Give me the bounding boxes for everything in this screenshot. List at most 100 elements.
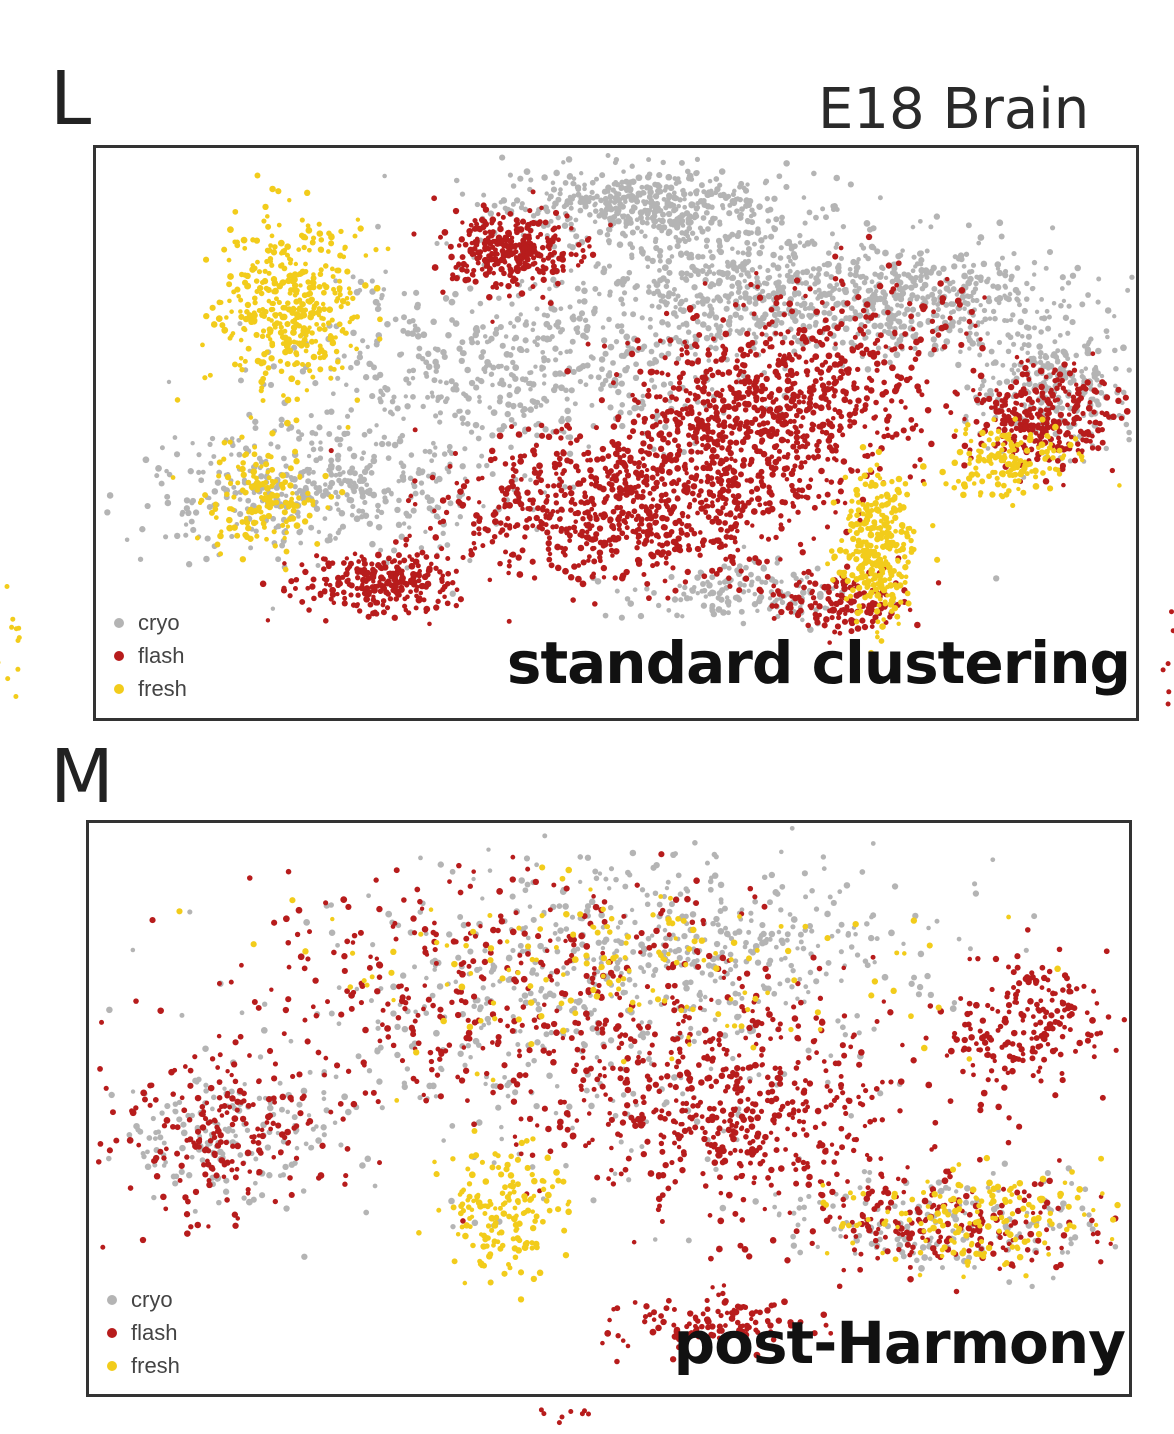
point-cryo [711,271,717,276]
point-flash [646,522,653,529]
point-flash [962,416,967,422]
point-cryo [922,297,928,303]
point-flash [516,571,524,578]
point-cryo [602,350,609,357]
point-flash [507,559,512,564]
point-flash [586,558,591,563]
point-flash [392,539,399,545]
point-cryo [183,497,191,504]
point-flash [636,413,641,418]
point-flash [798,464,804,470]
point-cryo [680,187,686,193]
point-cryo [306,453,312,459]
point-cryo [883,275,889,281]
point-flash [1018,359,1024,365]
point-flash [589,523,595,529]
point-cryo [746,588,751,594]
point-flash [799,494,805,499]
point-flash [701,434,707,440]
point-cryo [371,453,377,460]
point-flash [564,422,571,429]
point-cryo [252,425,259,432]
point-cryo [643,184,651,191]
point-flash [653,394,660,400]
point-flash [344,570,350,576]
point-cryo [685,233,691,239]
point-flash [481,218,488,224]
point-flash [644,467,650,473]
point-flash [553,428,560,435]
point-cryo [734,208,740,214]
point-flash [447,463,453,469]
point-flash [1122,394,1129,401]
point-cryo [452,412,458,419]
point-flash [585,458,590,463]
point-cryo [582,203,589,210]
point-flash [670,479,677,485]
point-cryo [1120,389,1127,396]
point-cryo [564,415,572,423]
point-cryo [763,579,769,585]
point-cryo [385,455,392,462]
point-cryo [740,620,747,627]
point-flash [792,380,798,386]
point-cryo [723,305,730,312]
point-flash [714,453,720,460]
point-cryo [1011,362,1018,368]
point-flash [1074,382,1079,387]
point-cryo [738,180,745,187]
point-cryo [248,545,254,551]
point-flash [482,237,488,243]
point-cryo [705,299,710,304]
point-flash [671,488,677,494]
point-flash [646,387,651,393]
point-cryo [806,305,812,311]
point-cryo [637,214,644,221]
point-cryo [507,172,513,178]
point-cryo [752,591,758,597]
point-cryo [718,269,726,277]
point-flash [506,570,511,576]
point-cryo [847,266,853,272]
point-flash [831,393,837,399]
point-cryo [192,509,200,516]
point-flash [757,502,763,508]
point-cryo [818,291,825,298]
point-flash [618,490,625,497]
point-flash [718,433,724,438]
point-flash [871,415,877,421]
point-cryo [568,268,574,273]
point-cryo [1023,324,1030,330]
point-cryo [814,565,821,572]
point-cryo [813,342,820,349]
point-cryo [211,454,217,460]
point-flash [418,582,426,590]
point-cryo [908,318,915,325]
point-flash [666,431,673,438]
point-cryo [621,169,626,174]
point-cryo [279,491,285,497]
point-cryo [498,199,504,205]
point-cryo [188,518,195,525]
point-flash [745,352,751,358]
point-cryo [407,475,414,482]
point-flash [808,477,814,482]
point-cryo [671,190,677,196]
point-flash [1103,394,1111,401]
point-cryo [522,407,528,412]
point-flash [596,525,604,532]
point-cryo [856,257,861,262]
point-cryo [335,494,341,500]
point-cryo [283,463,289,469]
point-flash [586,235,592,241]
point-flash [688,474,695,481]
point-flash [684,349,690,355]
point-cryo [333,536,338,541]
point-cryo [607,404,614,411]
point-cryo [898,324,904,330]
point-cryo [437,410,443,416]
point-flash [732,539,738,545]
point-flash [387,573,394,580]
point-flash [816,423,823,430]
point-cryo [935,306,941,312]
